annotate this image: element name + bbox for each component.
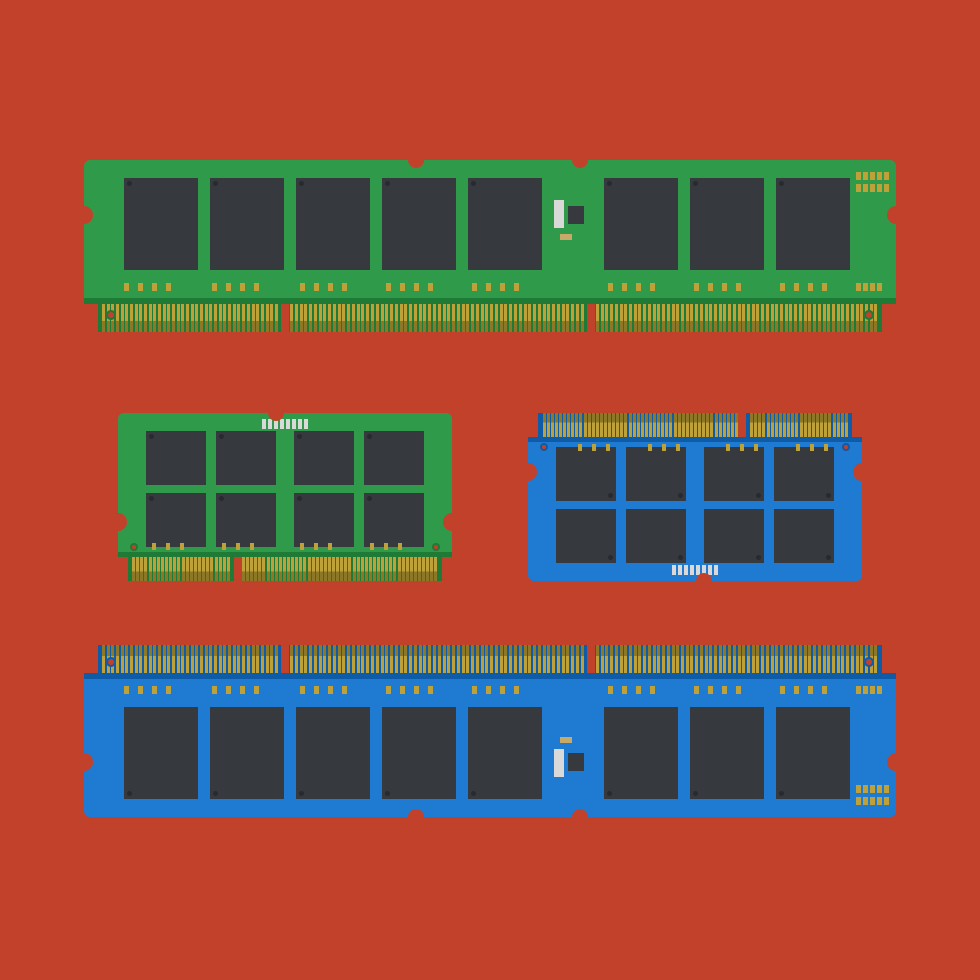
dimm-module — [84, 645, 896, 817]
sodimm-module — [118, 413, 452, 581]
dimm-module — [84, 160, 896, 332]
sodimm-module — [528, 413, 862, 581]
ram-infographic — [0, 0, 980, 980]
